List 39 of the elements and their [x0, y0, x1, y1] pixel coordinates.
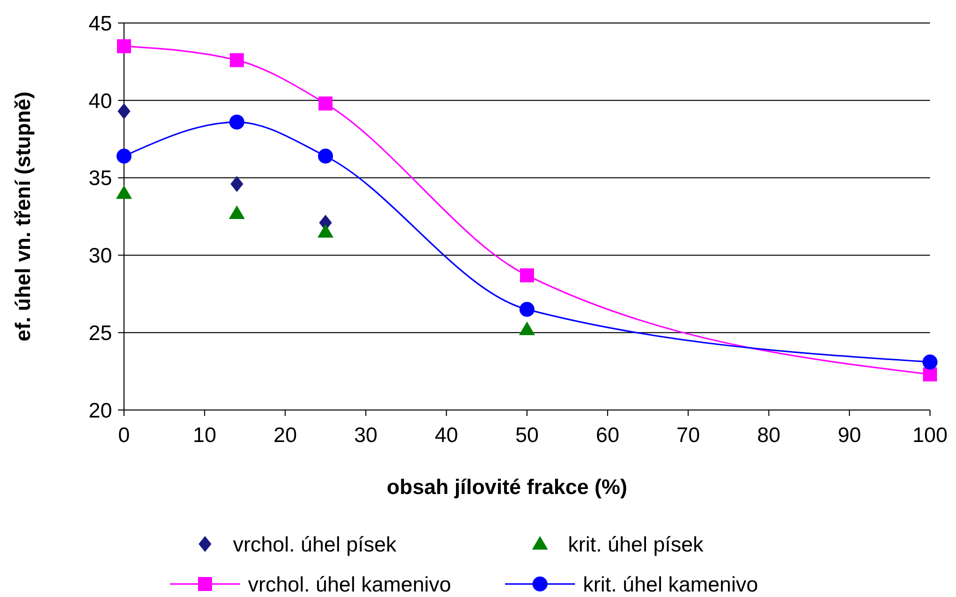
x-tick-label: 80 [757, 424, 780, 447]
y-tick-label: 40 [88, 90, 112, 113]
point [116, 185, 132, 199]
point [230, 53, 244, 68]
x-tick-label: 90 [838, 424, 862, 447]
x-tick-label: 100 [912, 424, 948, 447]
y-tick-label: 35 [88, 167, 112, 190]
x-axis-title: obsah jílovité frakce (%) [386, 476, 628, 499]
point [228, 205, 245, 220]
x-tick-label: 20 [274, 424, 297, 447]
point [117, 39, 131, 54]
point [230, 176, 244, 192]
x-tick-label: 30 [354, 424, 378, 447]
point [923, 367, 937, 382]
point [318, 148, 333, 164]
legend-label: vrchol. úhel kamenivo [248, 573, 452, 596]
point [318, 96, 332, 110]
x-tick-label: 10 [192, 424, 216, 447]
legend-label: vrchol. úhel písek [233, 533, 397, 556]
x-tick-label: 0 [118, 424, 130, 447]
y-tick-label: 30 [88, 244, 112, 268]
y-tick-label: 25 [88, 322, 112, 345]
point [229, 114, 244, 130]
point [118, 103, 130, 120]
y-axis-title: ef. úhel vn. tření (stupně) [12, 92, 35, 342]
y-tick-label: 45 [88, 12, 112, 36]
legend-label: krit. úhel kamenivo [583, 573, 758, 596]
x-tick-label: 60 [596, 424, 620, 447]
point [116, 148, 132, 164]
legend-label: krit. úhel písek [568, 533, 704, 556]
y-tick-label: 20 [88, 399, 112, 422]
x-tick-label: 40 [434, 424, 458, 447]
x-tick-label: 50 [515, 424, 539, 447]
point [318, 224, 334, 238]
point [922, 354, 938, 370]
point [520, 268, 534, 282]
point [520, 302, 534, 317]
x-tick-label: 70 [676, 424, 700, 447]
point [519, 322, 535, 336]
